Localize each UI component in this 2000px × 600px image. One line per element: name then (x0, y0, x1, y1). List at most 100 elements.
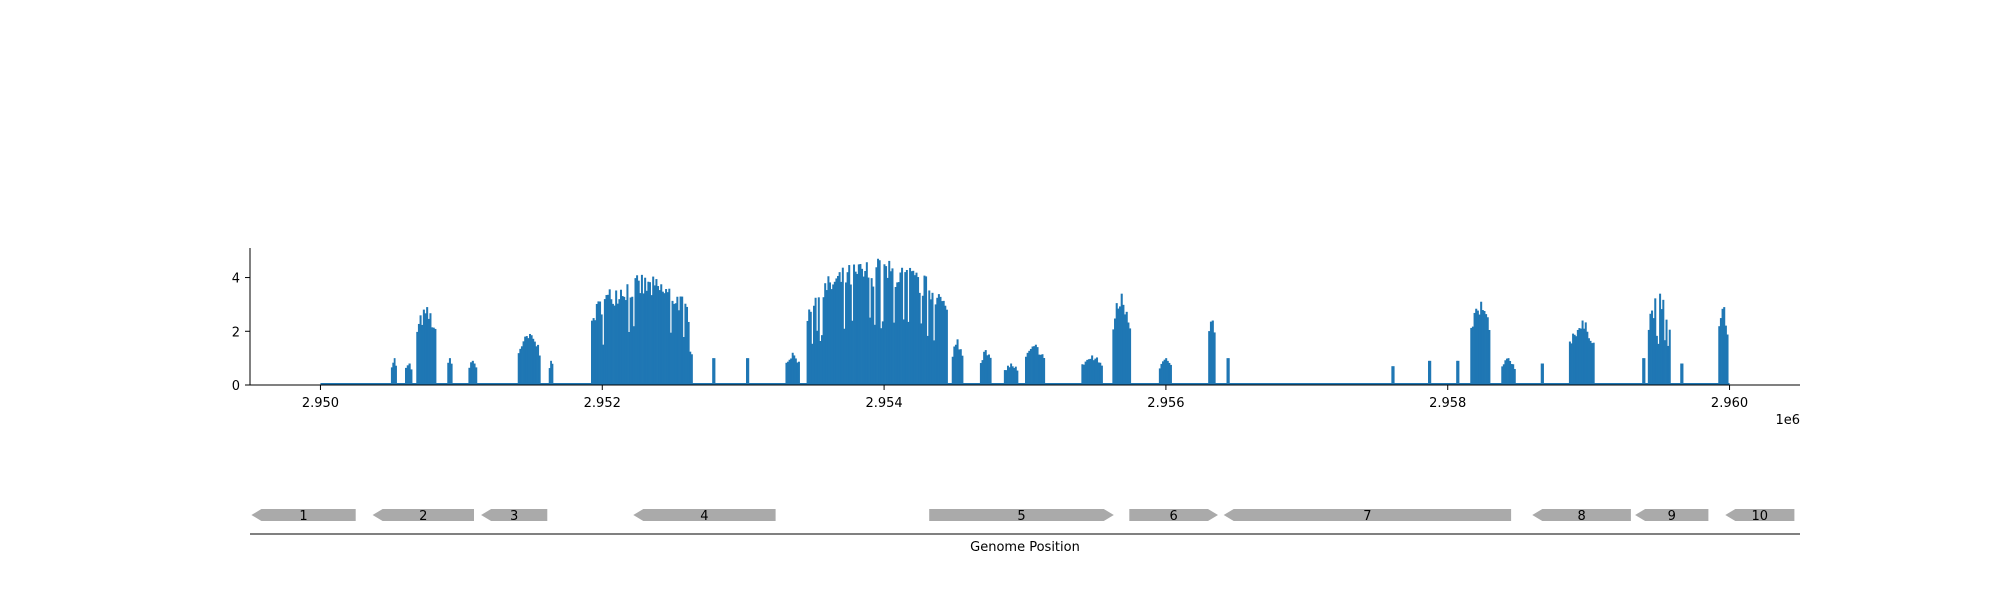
coverage-bar (902, 319, 905, 385)
coverage-bar (687, 321, 690, 385)
coverage-bar (824, 283, 827, 385)
coverage-bar (1581, 320, 1584, 385)
coverage-bar (1026, 352, 1029, 385)
coverage-bar (1124, 314, 1127, 385)
coverage-bar (650, 295, 653, 385)
coverage-bar (891, 268, 894, 385)
coverage-bar (616, 303, 619, 385)
coverage-bar (1576, 329, 1579, 385)
coverage-bar (642, 293, 645, 385)
coverage-bar (422, 309, 425, 385)
coverage-cluster (1501, 358, 1516, 385)
coverage-bar (797, 361, 800, 385)
coverage-bar (808, 309, 811, 385)
coverage-bar (1082, 364, 1086, 385)
coverage-bar (665, 289, 668, 385)
coverage-bar (532, 338, 535, 385)
coverage-bar (791, 352, 794, 385)
coverage-bar (657, 286, 660, 385)
x-tick-label: 2.956 (1147, 396, 1184, 411)
coverage-cluster (806, 258, 948, 385)
coverage-bar (424, 313, 427, 385)
coverage-bar (845, 282, 848, 385)
coverage-bar (450, 363, 453, 385)
coverage-bar (1041, 354, 1044, 385)
coverage-bar (830, 289, 833, 385)
coverage-bar (1016, 370, 1019, 385)
coverage-bars (390, 258, 1729, 385)
coverage-bar (690, 354, 693, 385)
coverage-bar (434, 328, 437, 385)
coverage-cluster (591, 274, 693, 385)
coverage-bar (655, 279, 658, 385)
coverage-bar (1008, 367, 1011, 385)
coverage-bar (431, 327, 434, 385)
gene-panel: 1 2 3 4 5 6 7 8 9 10 Genome Position (250, 509, 1800, 555)
coverage-bar (848, 265, 851, 385)
coverage-bar (548, 368, 551, 385)
coverage-bar (535, 346, 538, 385)
coverage-cluster (390, 358, 397, 385)
coverage-bar (912, 270, 915, 385)
coverage-bar (1587, 338, 1590, 385)
coverage-bar (1391, 366, 1394, 385)
coverage-cluster (1642, 358, 1646, 385)
coverage-bar (1039, 354, 1042, 385)
coverage-bar (648, 282, 651, 385)
coverage-bar (1031, 346, 1034, 385)
coverage-bar (1476, 310, 1479, 385)
coverage-bar (907, 321, 910, 385)
coverage-bar (1660, 309, 1663, 385)
coverage-bar (918, 292, 921, 385)
x-tick-label: 2.950 (302, 396, 339, 411)
gene-feature: 6 (1129, 509, 1218, 524)
coverage-bar (1580, 328, 1582, 385)
coverage-bar (1504, 360, 1507, 385)
coverage-bar (624, 300, 627, 385)
coverage-bar (1510, 364, 1513, 385)
x-offset-label: 1e6 (1775, 413, 1800, 428)
coverage-cluster (447, 358, 453, 385)
gene-feature: 9 (1635, 509, 1709, 524)
coverage-bar (550, 360, 552, 385)
coverage-bar (689, 351, 692, 385)
coverage-bar (1475, 308, 1478, 385)
coverage-bar (429, 313, 432, 385)
coverage-bar (864, 271, 867, 385)
coverage-bar (674, 303, 677, 385)
coverage-bar (1086, 359, 1089, 385)
coverage-bar (878, 260, 881, 385)
coverage-bar (1583, 328, 1586, 385)
coverage-bar (468, 367, 471, 385)
gene-feature: 8 (1532, 509, 1631, 524)
coverage-bar (869, 317, 872, 385)
coverage-bar (838, 272, 841, 385)
coverage-bar (529, 333, 532, 385)
coverage-bar (522, 341, 525, 385)
coverage-bar (1586, 331, 1589, 385)
gene-label: 7 (1363, 509, 1371, 524)
coverage-bar (392, 362, 395, 385)
coverage-bar (1112, 329, 1115, 385)
coverage-bar (851, 320, 854, 385)
coverage-bar (1575, 336, 1578, 385)
coverage-bar (1668, 329, 1671, 385)
coverage-bar (1120, 293, 1123, 385)
coverage-cluster (1112, 293, 1132, 385)
coverage-bar (607, 294, 610, 385)
y-tick-label: 0 (232, 379, 240, 394)
coverage-bar (1025, 356, 1028, 385)
gene-arrow (633, 509, 776, 521)
gene-feature: 1 (251, 509, 356, 524)
coverage-bar (1507, 358, 1510, 385)
coverage-bar (676, 296, 679, 385)
gene-feature: 3 (481, 509, 548, 524)
coverage-bar (1643, 358, 1646, 385)
coverage-bar (1667, 345, 1670, 385)
coverage-bar (877, 258, 880, 385)
gene-label: 4 (700, 509, 708, 524)
coverage-cluster (1208, 320, 1216, 385)
coverage-bar (1721, 308, 1724, 385)
coverage-bar (983, 351, 986, 385)
coverage-bar (1473, 312, 1476, 385)
